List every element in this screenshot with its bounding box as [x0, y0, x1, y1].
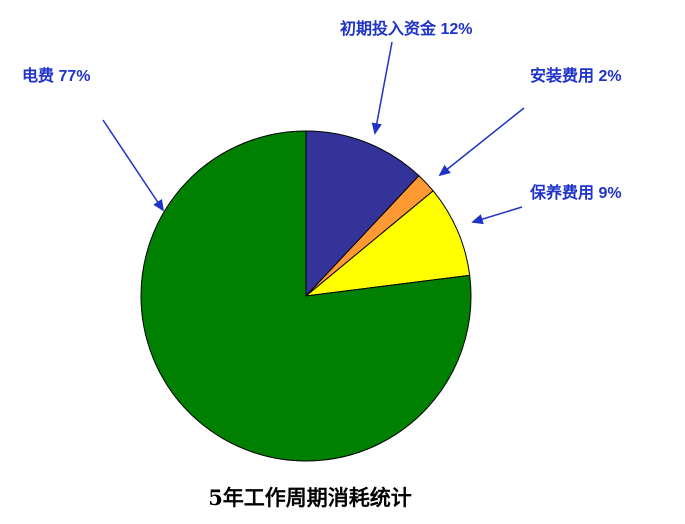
slice-label-initial-investment: 初期投入资金 12%	[340, 19, 472, 38]
arrowhead-electricity	[153, 199, 165, 212]
leader-arrow-initial-investment	[374, 41, 393, 134]
leader-arrow-electricity	[102, 119, 164, 211]
leader-arrow-installation	[439, 107, 525, 176]
slice-label-maintenance: 保养费用 9%	[529, 183, 622, 202]
arrowhead-maintenance	[471, 214, 484, 225]
slice-label-installation: 安装费用 2%	[530, 66, 622, 85]
pie-slice-maintenance	[304, 190, 471, 297]
arrowhead-installation	[438, 164, 451, 177]
pie-slice-electricity	[140, 130, 472, 462]
chart-title: 5年工作周期消耗统计	[208, 485, 412, 510]
pie-slice-initial-investment	[305, 130, 420, 298]
slice-label-electricity: 电费 77%	[22, 66, 90, 85]
arrowhead-initial-investment	[371, 122, 382, 135]
